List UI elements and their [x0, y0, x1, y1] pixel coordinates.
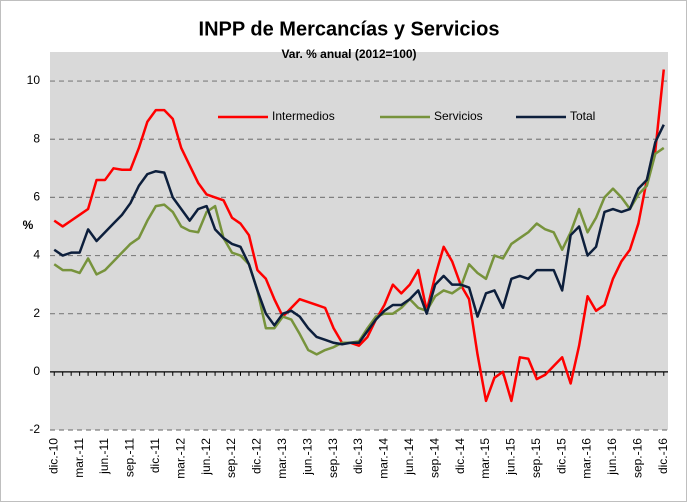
x-tick-label: dic.-16 — [656, 438, 670, 474]
x-tick-label: sep.-16 — [631, 438, 645, 478]
x-tick-label: mar.-12 — [173, 438, 187, 479]
y-axis-label: % — [23, 218, 34, 232]
legend-label: Intermedios — [272, 109, 335, 123]
x-tick-label: sep.-11 — [123, 438, 137, 477]
series-line — [53, 124, 665, 346]
x-tick-label: sep.-13 — [326, 438, 340, 478]
y-tick-label: 8 — [33, 131, 40, 145]
x-tick-label: jun.-11 — [97, 438, 111, 475]
x-tick-label: dic.-15 — [554, 438, 568, 474]
x-tick-label: jun.-14 — [402, 438, 416, 476]
y-tick-label: 2 — [33, 306, 40, 320]
y-tick-label: -2 — [29, 422, 40, 436]
x-tick-label: dic.-12 — [250, 438, 264, 474]
x-tick-label: mar.-13 — [275, 438, 289, 479]
x-tick-label: dic.-14 — [453, 438, 467, 474]
x-tick-label: jun.-12 — [199, 438, 213, 476]
chart-title: INPP de Mercancías y Servicios — [199, 18, 500, 40]
y-tick-label: 10 — [27, 73, 41, 87]
x-tick-label: mar.-11 — [72, 438, 86, 478]
x-tick-label: jun.-15 — [504, 438, 518, 476]
x-tick-label: sep.-12 — [224, 438, 238, 478]
x-tick-label: mar.-15 — [478, 438, 492, 479]
x-tick-label: dic.-13 — [351, 438, 365, 474]
x-tick-label: mar.-14 — [377, 438, 391, 479]
y-tick-label: 6 — [33, 190, 40, 204]
x-tick-label: jun.-16 — [605, 438, 619, 476]
x-tick-label: mar.-16 — [580, 438, 594, 479]
x-tick-label: sep.-14 — [427, 438, 441, 478]
legend-label: Servicios — [434, 109, 483, 123]
x-tick-label: dic.-11 — [148, 438, 162, 473]
series-line — [53, 69, 666, 403]
legend-label: Total — [570, 109, 595, 123]
y-tick-label: 0 — [33, 364, 40, 378]
x-tick-label: dic.-10 — [46, 438, 60, 474]
chart-subtitle: Var. % anual (2012=100) — [281, 47, 416, 61]
x-tick-label: jun.-13 — [300, 438, 314, 476]
y-tick-label: 4 — [33, 248, 40, 262]
x-tick-label: sep.-15 — [529, 438, 543, 478]
